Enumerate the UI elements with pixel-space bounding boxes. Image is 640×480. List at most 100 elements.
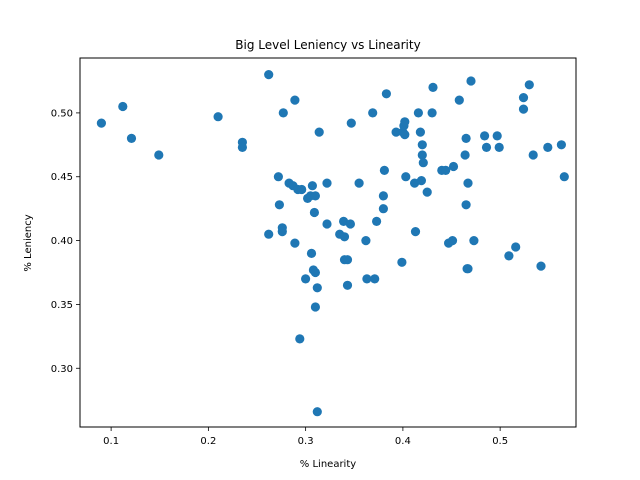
data-point	[378, 191, 388, 201]
y-axis: 0.30 0.35 0.40 0.45 0.50	[51, 108, 80, 375]
data-point	[448, 161, 459, 172]
data-point	[154, 150, 164, 160]
data-point	[295, 334, 305, 344]
x-tick-label: 0.5	[492, 436, 508, 447]
data-point	[290, 238, 300, 248]
data-point	[301, 274, 311, 284]
chart-title: Big Level Leniency vs Linearity	[235, 38, 420, 52]
y-axis-title: % Leniency	[23, 214, 34, 271]
data-point	[307, 181, 317, 191]
data-point	[410, 227, 421, 237]
data-point	[126, 133, 137, 143]
data-point	[310, 302, 320, 312]
data-point	[417, 150, 427, 160]
data-point	[342, 255, 353, 265]
data-point	[556, 140, 567, 150]
y-tick-label: 0.50	[51, 108, 73, 119]
data-point	[518, 104, 529, 114]
data-point	[361, 236, 371, 246]
data-point	[96, 118, 106, 128]
data-point	[480, 131, 490, 141]
x-axis-title: % Linearity	[300, 459, 356, 470]
data-point	[428, 82, 438, 92]
data-point	[416, 176, 426, 186]
data-point	[463, 264, 473, 274]
data-point	[492, 131, 502, 141]
data-point	[559, 172, 569, 182]
data-point	[536, 261, 546, 271]
data-point	[401, 172, 411, 182]
data-point	[306, 248, 317, 258]
x-tick-label: 0.2	[200, 436, 216, 447]
data-point	[273, 172, 283, 182]
data-point	[372, 216, 382, 226]
data-point	[312, 407, 322, 417]
data-point	[441, 165, 451, 175]
data-point	[278, 108, 288, 118]
data-point	[346, 118, 356, 128]
plot-frame	[79, 57, 577, 428]
data-point	[342, 280, 353, 290]
data-point	[481, 142, 492, 152]
x-tick-label: 0.1	[103, 436, 119, 447]
data-point	[345, 219, 355, 229]
y-tick-label: 0.35	[51, 300, 73, 311]
data-point	[400, 130, 410, 140]
data-point	[378, 204, 388, 214]
data-point	[543, 142, 553, 152]
data-point	[362, 274, 372, 284]
data-point	[494, 142, 504, 152]
data-point	[466, 76, 476, 86]
data-point	[312, 283, 322, 293]
data-point	[314, 127, 324, 137]
data-point	[417, 140, 427, 150]
data-point	[339, 232, 350, 242]
data-point	[524, 80, 534, 90]
data-point	[528, 150, 538, 160]
data-point	[368, 108, 378, 118]
data-point	[418, 158, 428, 168]
data-point	[237, 142, 247, 152]
x-axis: 0.1 0.2 0.3 0.4 0.5	[103, 427, 508, 447]
x-tick-label: 0.3	[298, 436, 314, 447]
data-point	[322, 178, 332, 188]
data-point	[518, 93, 529, 103]
data-point	[461, 133, 471, 143]
data-point	[447, 236, 458, 246]
data-point	[309, 207, 319, 218]
y-tick-label: 0.30	[51, 364, 73, 375]
data-point	[413, 108, 423, 118]
data-point	[290, 95, 300, 105]
data-point	[310, 191, 320, 201]
data-point	[400, 117, 410, 127]
data-point	[370, 274, 380, 284]
data-point	[422, 187, 432, 197]
data-point	[277, 227, 287, 237]
data-point	[274, 200, 284, 210]
data-points	[96, 70, 569, 417]
data-point	[397, 257, 407, 267]
data-point	[354, 178, 364, 188]
y-tick-label: 0.45	[51, 172, 73, 183]
y-tick-label: 0.40	[51, 236, 73, 247]
data-point	[264, 70, 274, 80]
data-point	[391, 127, 401, 137]
data-point	[213, 112, 223, 122]
data-point	[415, 127, 425, 137]
data-point	[264, 229, 274, 239]
x-tick-label: 0.4	[395, 436, 411, 447]
data-point	[427, 108, 437, 118]
data-point	[454, 95, 464, 105]
data-point	[379, 165, 389, 175]
data-point	[381, 89, 391, 99]
data-point	[460, 150, 470, 160]
data-point	[297, 184, 307, 195]
data-point	[511, 242, 521, 252]
data-point	[504, 251, 514, 261]
data-point	[118, 101, 128, 112]
data-point	[310, 267, 320, 278]
data-point	[463, 178, 473, 188]
data-point	[469, 236, 479, 246]
data-point	[322, 219, 332, 229]
